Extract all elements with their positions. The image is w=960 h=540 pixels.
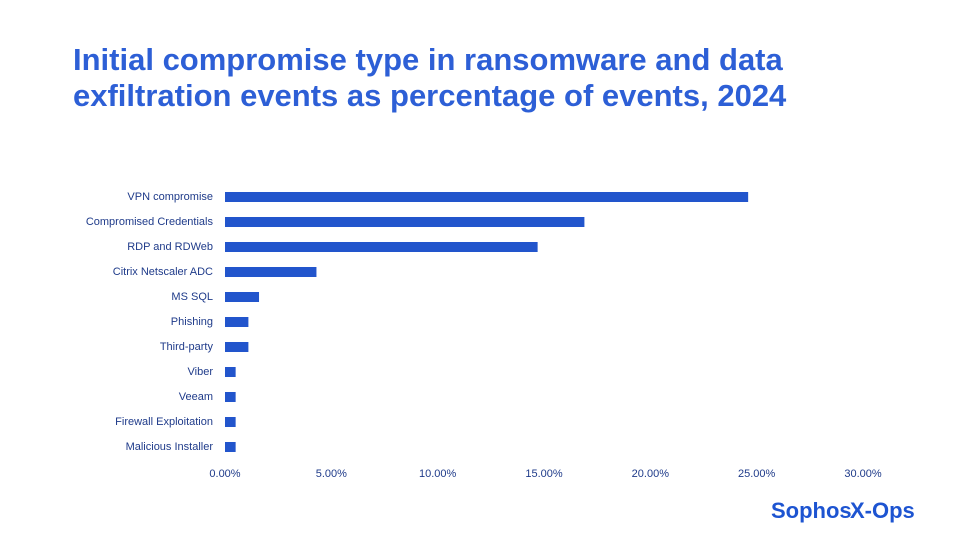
bar [225,342,249,352]
bar [225,417,236,427]
bar [225,317,249,327]
bar [225,242,538,252]
x-tick-label: 10.00% [419,468,457,480]
x-tick-label: 30.00% [844,468,882,480]
y-tick-label: Veeam [179,391,213,403]
bar [225,292,260,302]
x-tick-label: 5.00% [316,468,347,480]
x-tick-label: 15.00% [525,468,563,480]
x-tick-label: 0.00% [209,468,240,480]
x-tick-label: 20.00% [632,468,670,480]
y-tick-label: MS SQL [171,291,213,303]
y-tick-label: Malicious Installer [126,441,214,453]
y-tick-label: Citrix Netscaler ADC [113,266,213,278]
x-tick-label: 25.00% [738,468,776,480]
y-tick-label: Viber [188,366,214,378]
y-tick-label: Third-party [160,341,214,353]
bar [225,267,317,277]
bar [225,392,236,402]
y-tick-label: Phishing [171,316,213,328]
y-tick-label: VPN compromise [127,191,213,203]
logo-product: X-Ops [850,498,915,523]
y-tick-label: Firewall Exploitation [115,416,213,428]
bar [225,217,585,227]
bar [225,367,236,377]
bar [225,442,236,452]
y-tick-label: RDP and RDWeb [127,241,213,253]
bar [225,192,749,202]
logo-brand: Sophos [771,498,852,523]
chart-title: Initial compromise type in ransomware an… [73,42,787,113]
y-tick-label: Compromised Credentials [86,216,214,228]
